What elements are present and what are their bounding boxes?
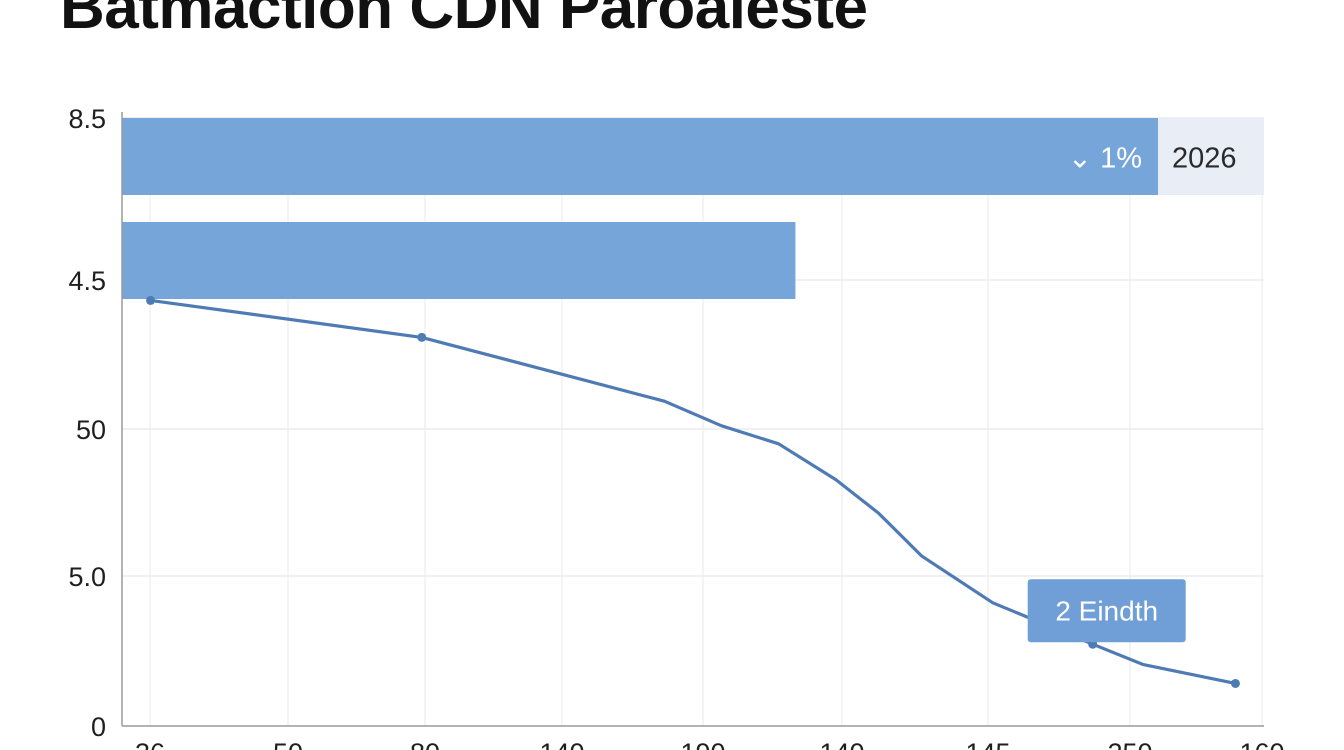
bar xyxy=(122,222,796,299)
line-layer xyxy=(146,295,1240,688)
label-layer: ⌄ 1% 2026 2 Eindth xyxy=(1027,143,1237,643)
y-tick-label: 50 xyxy=(76,415,106,445)
y-tick-label: 0 xyxy=(91,712,106,742)
bar xyxy=(122,118,1158,195)
x-tick-label: 140 xyxy=(819,738,864,750)
x-tick-label: 36 xyxy=(135,738,165,750)
x-tick-label: 140 xyxy=(539,738,584,750)
bar-annotation: 2026 xyxy=(1172,143,1237,175)
callout-box xyxy=(1027,579,1186,643)
axis-layer: 0 5.0 50 4.5 8.5 36 50 80 140 190 140 145 250 160 xyxy=(68,104,1284,750)
y-tick-label: 4.5 xyxy=(68,266,106,296)
x-tick-label: 250 xyxy=(1107,738,1152,750)
data-point xyxy=(146,295,156,305)
x-tick-label: 160 xyxy=(1239,738,1284,750)
x-tick-label: 190 xyxy=(680,738,725,750)
x-tick-label: 50 xyxy=(273,738,303,750)
x-tick-label: 80 xyxy=(410,738,440,750)
y-tick-label: 8.5 xyxy=(68,104,106,134)
x-tick-label: 145 xyxy=(965,738,1010,750)
y-tick-label: 5.0 xyxy=(68,562,106,592)
data-point xyxy=(417,332,427,342)
bar-value-label: ⌄ 1% xyxy=(1068,143,1142,175)
chart-title: Batmaction CDN Paroaleste xyxy=(60,0,868,42)
series-line xyxy=(149,298,1238,685)
callout-label: 2 Eindth xyxy=(1055,596,1158,627)
bar-layer xyxy=(122,118,1264,299)
data-point xyxy=(1230,678,1240,688)
